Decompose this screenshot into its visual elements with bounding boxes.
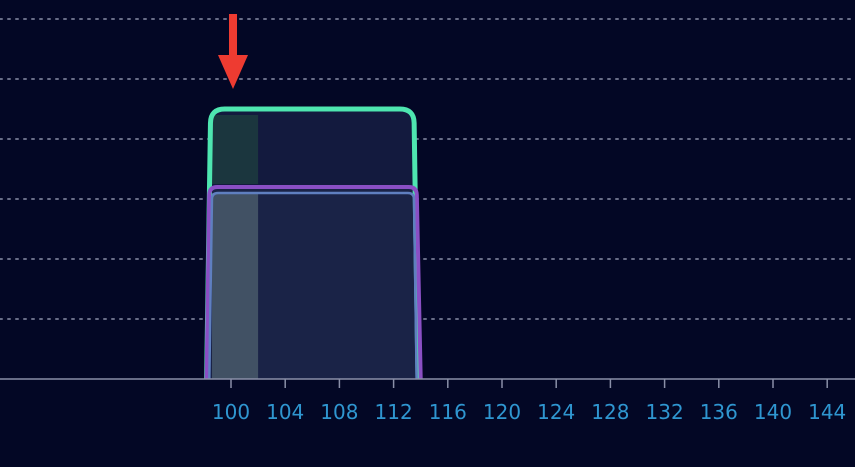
- x-tick-label-144: 144: [808, 400, 846, 424]
- series-2-area: [206, 187, 421, 379]
- x-tick-label-124: 124: [537, 400, 575, 424]
- x-tick-label-116: 116: [429, 400, 467, 424]
- x-tick-label-120: 120: [483, 400, 521, 424]
- x-tick-label-136: 136: [700, 400, 738, 424]
- x-tick-label-132: 132: [646, 400, 684, 424]
- highlight-band-upper: [212, 115, 259, 184]
- x-tick-label-108: 108: [320, 400, 358, 424]
- x-tick-label-100: 100: [212, 400, 250, 424]
- series-layer: [204, 106, 423, 380]
- marker-layer: [218, 14, 248, 89]
- series-1-line: [204, 106, 421, 380]
- x-tick-label-104: 104: [266, 400, 304, 424]
- marker-arrow-icon: [218, 55, 248, 89]
- marker-arrow-shaft: [229, 14, 237, 60]
- grid-layer: [0, 18, 855, 320]
- x-tick-label-128: 128: [591, 400, 629, 424]
- highlight-band-lower: [212, 193, 259, 379]
- series-2-line: [204, 185, 423, 380]
- x-tick-label-112: 112: [375, 400, 413, 424]
- highlight-band-layer: [212, 115, 259, 379]
- x-axis: 100 104 108 112 116 120 124 128 132 136 140 144: [0, 378, 855, 424]
- series-3-line: [208, 191, 418, 380]
- x-tick-label-140: 140: [754, 400, 792, 424]
